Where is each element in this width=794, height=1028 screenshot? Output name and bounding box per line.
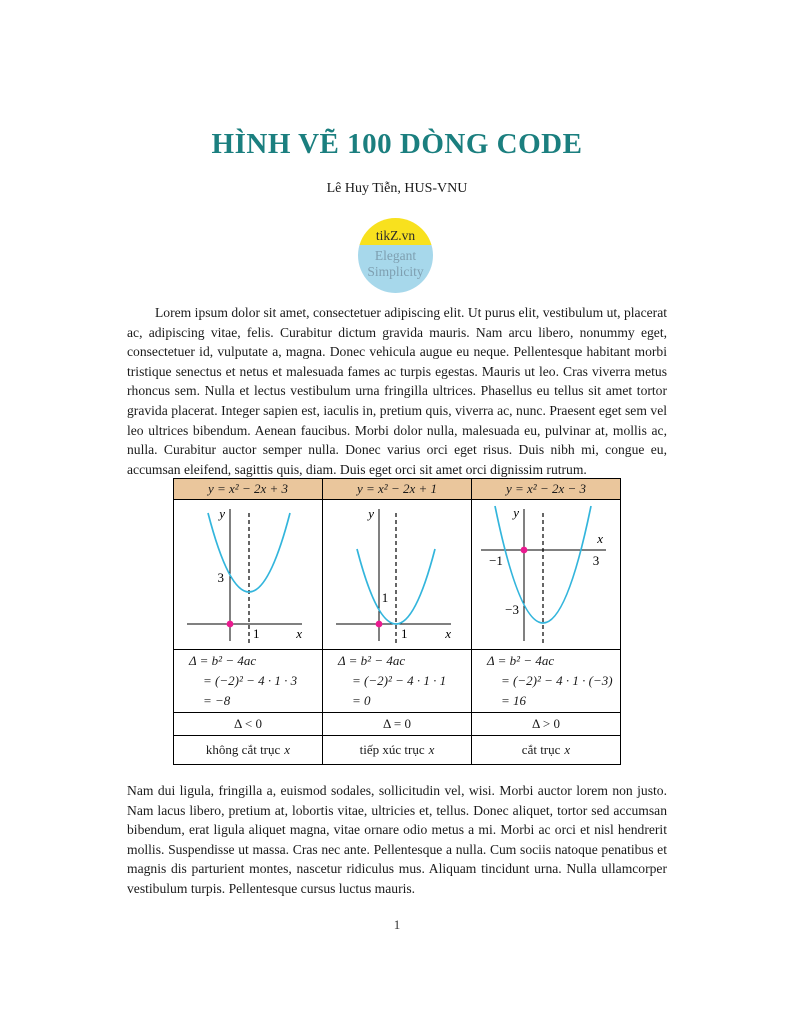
page-title: HÌNH VẼ 100 DÒNG CODE [211,128,583,160]
delta-sign-cell-2: Δ = 0 [322,712,472,736]
equation-cell-1: y = x² − 2x + 3 [173,478,323,500]
conclusion-cell-1: không cắt trục x [173,735,323,765]
conclusion-variable: x [428,742,435,757]
conclusion-variable: x [284,742,291,757]
delta-line: = (−2)² − 4 · 1 · 3 [203,673,298,688]
delta-line: Δ = b² − 4ac [487,653,555,668]
origin-point [226,620,233,627]
graph-cell-2: y 1 1 x [322,499,472,650]
intro-paragraph: Lorem ipsum dolor sit amet, consectetuer… [127,305,667,477]
parabola-curve [355,548,436,625]
equation-cell-3: y = x² − 2x − 3 [471,478,621,500]
delta-computation-row: Δ = b² − 4ac = (−2)² − 4 · 1 · 3 = −8 Δ … [173,649,621,713]
graph-cell-3: y x −1 3 −3 [471,499,621,650]
y-axis-label: y [366,506,374,521]
delta-cell-3: Δ = b² − 4ac = (−2)² − 4 · 1 · (−3) = 16 [471,649,621,713]
equation-cell-2: y = x² − 2x + 1 [322,478,472,500]
y-intercept-label: 1 [381,590,388,605]
delta-line: = (−2)² − 4 · 1 · 1 [352,673,447,688]
logo-tagline-line1: Elegant [374,248,417,263]
x-axis-label: x [596,531,603,546]
conclusion-text: cắt trục [521,742,561,757]
delta-line: = 16 [501,693,527,708]
conclusion-text: không cắt trục [205,742,281,757]
conclusion-variable: x [564,742,571,757]
conclusion-row: không cắt trục x tiếp xúc trục x cắt trục x [173,735,621,765]
delta-cell-2: Δ = b² − 4ac = (−2)² − 4 · 1 · 1 = 0 [322,649,472,713]
parabola-comparison-table: y = x² − 2x + 3 y = x² − 2x + 1 y = x² −… [173,478,621,765]
conclusion-cell-3: cắt trục x [471,735,621,765]
author-line: Lê Huy Tiễn, HUS-VNU [326,181,468,196]
parabola-plot-delta-negative: y 3 1 x [186,506,302,643]
parabola-curve [493,505,592,624]
graph-cell-1: y 3 1 x [173,499,323,650]
x-axis-label: x [444,626,451,641]
origin-point [520,546,527,553]
delta-cell-1: Δ = b² − 4ac = (−2)² − 4 · 1 · 3 = −8 [173,649,323,713]
y-axis-label: y [217,506,225,521]
parabola-plot-delta-zero: y 1 1 x [335,506,451,643]
outro-paragraph: Nam dui ligula, fringilla a, euismod sod… [127,783,667,896]
tikz-logo: tikZ.vn Elegant Simplicity [358,218,433,293]
y-axis-label: y [511,505,519,520]
delta-line: = −8 [203,693,231,708]
logo-site-name: tikZ.vn [358,218,433,245]
delta-line: = 0 [352,693,371,708]
y-intercept-label: −3 [505,602,519,617]
delta-sign-cell-3: Δ > 0 [471,712,621,736]
y-intercept-label: 3 [217,570,224,585]
logo-tagline-line2: Simplicity [367,264,424,279]
delta-line: Δ = b² − 4ac [338,653,406,668]
conclusion-cell-2: tiếp xúc trục x [322,735,472,765]
symmetry-x-label: 1 [253,626,260,641]
symmetry-x-label: 1 [401,626,408,641]
conclusion-text: tiếp xúc trục [359,742,425,757]
delta-line: Δ = b² − 4ac [189,653,257,668]
origin-point [375,620,382,627]
delta-line: = (−2)² − 4 · 1 · (−3) [501,673,613,688]
root-right-label: 3 [592,553,599,568]
logo-tagline: Elegant Simplicity [358,245,433,293]
graph-row: y 3 1 x y 1 1 x [173,499,621,650]
delta-sign-row: Δ < 0 Δ = 0 Δ > 0 [173,712,621,736]
x-axis-label: x [295,626,302,641]
equation-row: y = x² − 2x + 3 y = x² − 2x + 1 y = x² −… [173,478,621,500]
delta-sign-cell-1: Δ < 0 [173,712,323,736]
parabola-plot-delta-positive: y x −1 3 −3 [480,505,606,643]
page-number: 1 [393,917,401,932]
root-left-label: −1 [489,553,503,568]
parabola-curve [206,512,291,593]
